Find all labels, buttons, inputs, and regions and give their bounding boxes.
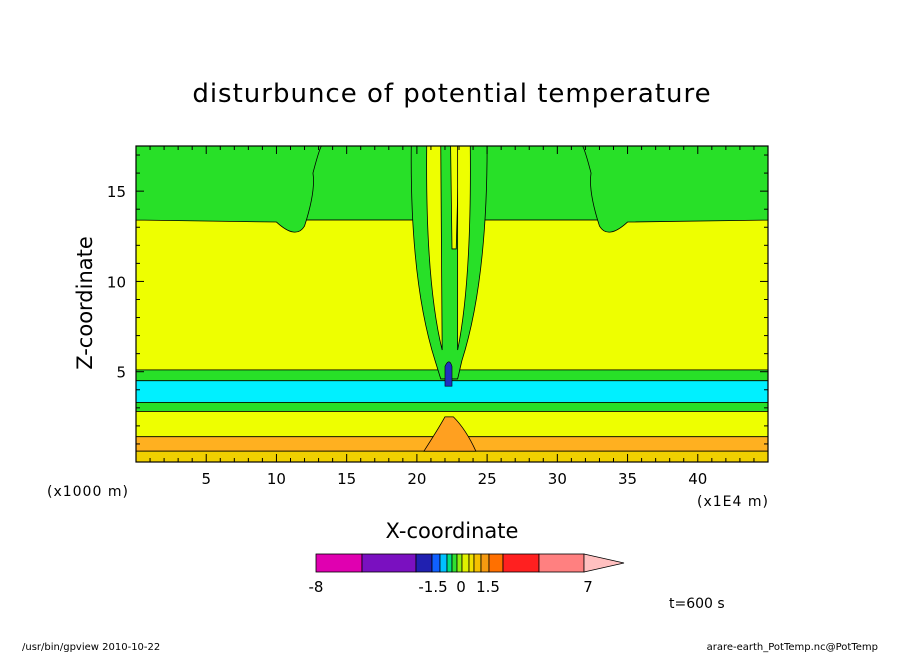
x-tick-label: 20 bbox=[407, 470, 426, 488]
colorbar-label: 0 bbox=[456, 578, 466, 596]
colorbar-swatch bbox=[446, 553, 453, 573]
colorbar-swatch bbox=[480, 553, 490, 573]
colorbar-swatch bbox=[439, 553, 448, 573]
left-upper-lobe bbox=[136, 146, 322, 233]
core-cell bbox=[444, 361, 453, 387]
plot-border bbox=[135, 145, 769, 463]
surface-bump bbox=[423, 416, 477, 452]
footer-right: arare-earth_PotTemp.nc@PotTemp bbox=[707, 642, 878, 653]
x-tick-label: 40 bbox=[688, 470, 707, 488]
colorbar-swatch bbox=[456, 553, 463, 573]
field-band bbox=[136, 402, 768, 412]
y-tick-label: 10 bbox=[107, 273, 126, 291]
colorbar-swatch bbox=[473, 553, 482, 573]
x-tick-label: 30 bbox=[548, 470, 567, 488]
colorbar-swatch bbox=[468, 553, 475, 573]
colorbar-swatch bbox=[431, 553, 441, 573]
colorbar-label: -8 bbox=[309, 578, 324, 596]
y-unit-note: (x1000 m) bbox=[47, 484, 129, 500]
x-unit-note: (x1E4 m) bbox=[697, 494, 769, 510]
right-upper-lobe bbox=[582, 146, 768, 233]
plume-slit bbox=[450, 146, 460, 250]
ticks bbox=[136, 146, 768, 462]
colorbar: -8 -1.5 0 1.5 7 bbox=[309, 553, 625, 596]
colorbar-swatch bbox=[415, 553, 433, 573]
field-band bbox=[136, 450, 768, 462]
colorbar-swatch bbox=[451, 553, 458, 573]
x-tick-label: 35 bbox=[618, 470, 637, 488]
colorbar-swatch bbox=[538, 553, 585, 573]
plume-slit bbox=[457, 146, 471, 351]
x-tick-label: 15 bbox=[337, 470, 356, 488]
colorbar-swatch bbox=[315, 553, 363, 573]
colorbar-swatch bbox=[488, 553, 504, 573]
x-axis-label: X-coordinate bbox=[386, 519, 519, 543]
time-label: t=600 s bbox=[669, 596, 725, 612]
y-axis-label: Z-coordinate bbox=[73, 236, 97, 370]
colorbar-label: 7 bbox=[583, 578, 593, 596]
x-tick-label: 5 bbox=[201, 470, 211, 488]
plume-slit bbox=[426, 146, 443, 351]
x-tick-label: 10 bbox=[267, 470, 286, 488]
plot-area: 5 10 15 20 25 30 35 40 5 10 15 bbox=[107, 145, 769, 488]
colorbar-swatch bbox=[502, 553, 540, 573]
field-layer bbox=[136, 146, 768, 462]
x-tick-label: 25 bbox=[478, 470, 497, 488]
colorbar-label: -1.5 bbox=[418, 578, 447, 596]
colorbar-swatch bbox=[461, 553, 470, 573]
chart-title: disturbunce of potential temperature bbox=[192, 79, 711, 109]
colorbar-swatch bbox=[361, 553, 417, 573]
y-tick-label: 15 bbox=[107, 183, 126, 201]
colorbar-arrow bbox=[583, 553, 625, 573]
y-tick-label: 5 bbox=[116, 364, 126, 382]
footer-left: /usr/bin/gpview 2010-10-22 bbox=[22, 642, 160, 653]
colorbar-label: 1.5 bbox=[476, 578, 500, 596]
